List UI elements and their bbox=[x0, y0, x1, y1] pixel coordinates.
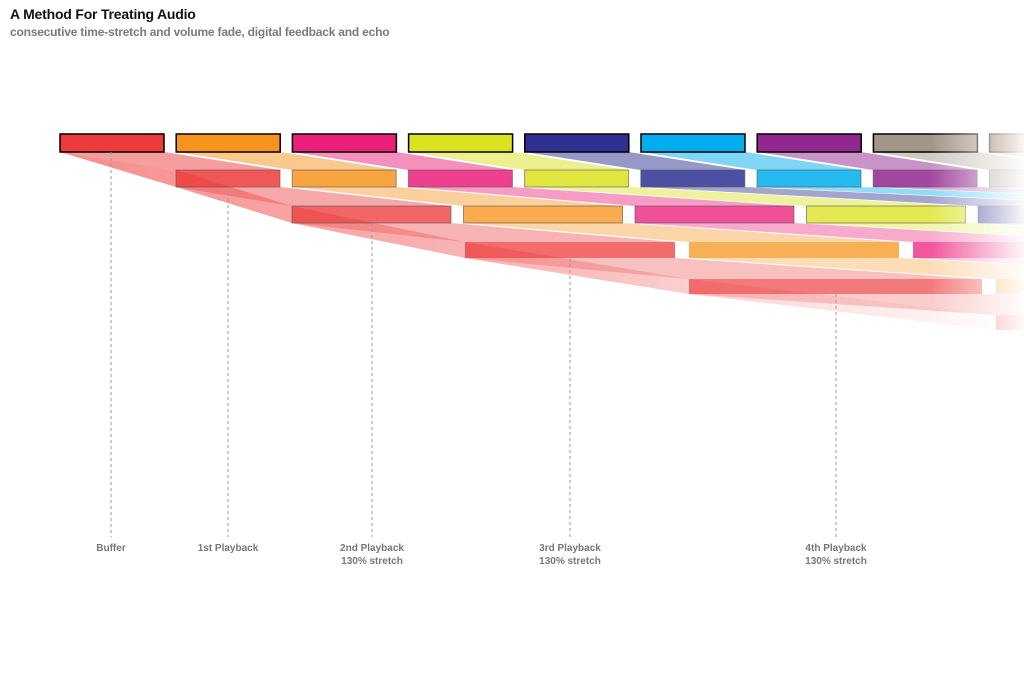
feedback-band bbox=[60, 152, 280, 170]
sample-block bbox=[291, 205, 452, 224]
stage-label: 2nd Playback bbox=[340, 543, 404, 554]
edge-fade bbox=[930, 120, 1024, 350]
feedback-band bbox=[408, 187, 794, 206]
stage-label: 130% stretch bbox=[341, 556, 403, 567]
stage-label: 130% stretch bbox=[805, 556, 867, 567]
sample-block bbox=[175, 169, 281, 188]
feedback-band bbox=[292, 187, 623, 206]
sample-blocks bbox=[59, 120, 1024, 350]
stage-label: Buffer bbox=[96, 543, 126, 554]
sample-block bbox=[291, 133, 398, 153]
sample-block bbox=[463, 205, 623, 224]
stage-label: 1st Playback bbox=[198, 543, 259, 554]
stage-label: 130% stretch bbox=[539, 556, 601, 567]
sample-block bbox=[756, 169, 862, 188]
stage-labels: Buffer 1st Playback 2nd Playback 130% stret… bbox=[96, 543, 867, 567]
fade-wedge-shape bbox=[60, 152, 1024, 335]
sample-block bbox=[524, 169, 630, 188]
sample-block bbox=[640, 169, 746, 188]
stage-label: 3rd Playback bbox=[539, 543, 601, 554]
feedback-band bbox=[757, 187, 1024, 200]
feedback-band bbox=[408, 152, 629, 170]
sample-block bbox=[59, 133, 165, 153]
fade-wedge bbox=[60, 152, 1024, 335]
sample-block bbox=[291, 169, 397, 188]
sample-block bbox=[689, 242, 899, 258]
feedback-band bbox=[465, 258, 982, 279]
feedback-band bbox=[176, 152, 397, 170]
feedback-band bbox=[524, 187, 966, 206]
feedback-band bbox=[463, 223, 899, 242]
sample-block bbox=[756, 133, 862, 153]
sample-block bbox=[175, 133, 281, 153]
sample-block bbox=[407, 133, 514, 153]
feedback-band bbox=[641, 152, 861, 170]
stage-label: 4th Playback bbox=[805, 543, 867, 554]
feedback-band bbox=[757, 152, 978, 170]
feedback-band bbox=[640, 187, 1024, 206]
sample-block bbox=[634, 205, 795, 224]
feedback-band bbox=[524, 152, 745, 170]
sample-block bbox=[524, 133, 630, 153]
diagram-subtitle: consecutive time-stretch and volume fade… bbox=[10, 25, 390, 39]
feedback-band bbox=[635, 223, 1024, 242]
feedback-band bbox=[292, 152, 513, 170]
diagram-title: A Method For Treating Audio bbox=[10, 6, 196, 22]
sample-block bbox=[407, 169, 513, 188]
sample-block bbox=[689, 279, 982, 294]
stage-guides bbox=[110, 152, 837, 537]
sample-block bbox=[465, 242, 675, 258]
sample-block bbox=[640, 133, 746, 153]
